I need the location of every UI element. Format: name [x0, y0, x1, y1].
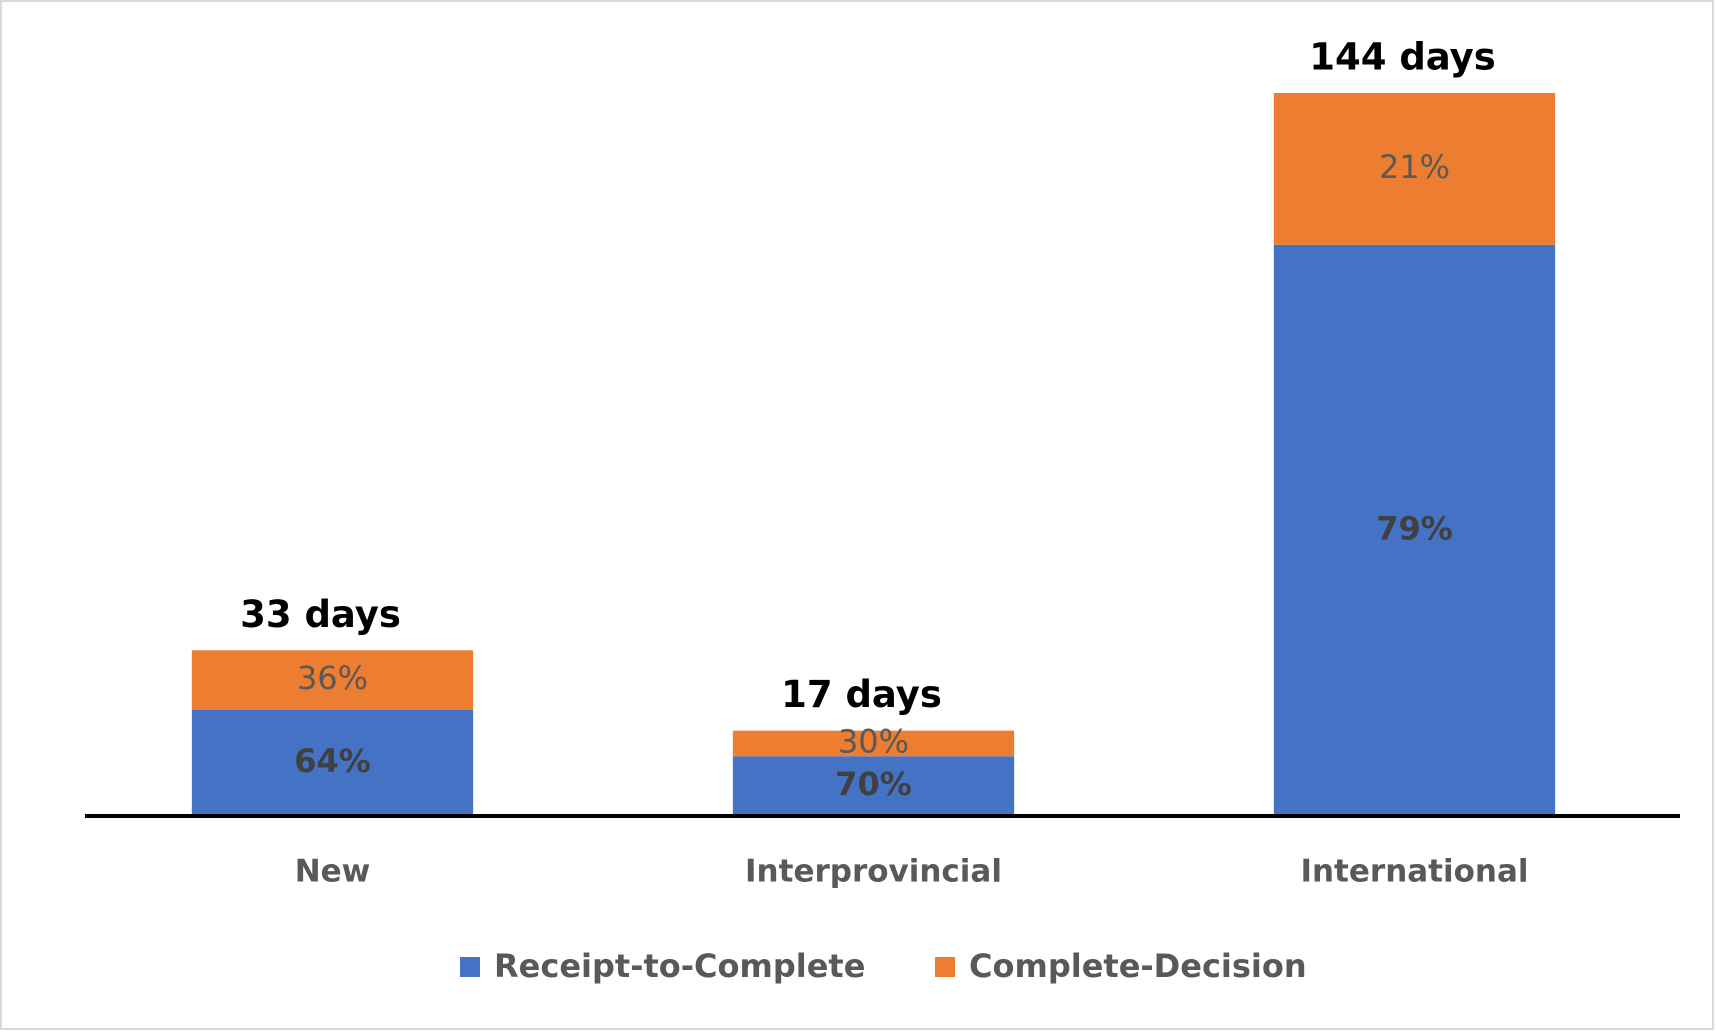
segment-label: 64% [294, 742, 371, 780]
x-tick-label: New [295, 854, 371, 890]
total-label: 17 days [781, 673, 942, 716]
bar-segment [732, 756, 1015, 816]
bar-segment [191, 709, 474, 816]
total-label: 144 days [1309, 36, 1496, 79]
segment-label: 21% [1379, 148, 1450, 186]
legend-label: Receipt-to-Complete [494, 947, 865, 985]
bar-segment [732, 730, 1015, 757]
bar-segment [1273, 244, 1556, 816]
legend-label: Complete-Decision [969, 947, 1307, 985]
segment-label: 36% [297, 659, 368, 697]
legend-swatch [935, 957, 955, 977]
bar-segment [191, 650, 474, 710]
legend-swatch [460, 957, 480, 977]
segment-label: 70% [835, 765, 912, 803]
bar-segment [1273, 93, 1556, 245]
segment-label: 79% [1376, 509, 1453, 547]
total-label: 33 days [240, 593, 401, 636]
x-tick-label: International [1300, 854, 1528, 890]
x-tick-label: Interprovincial [745, 854, 1002, 890]
segment-label: 30% [838, 722, 909, 760]
